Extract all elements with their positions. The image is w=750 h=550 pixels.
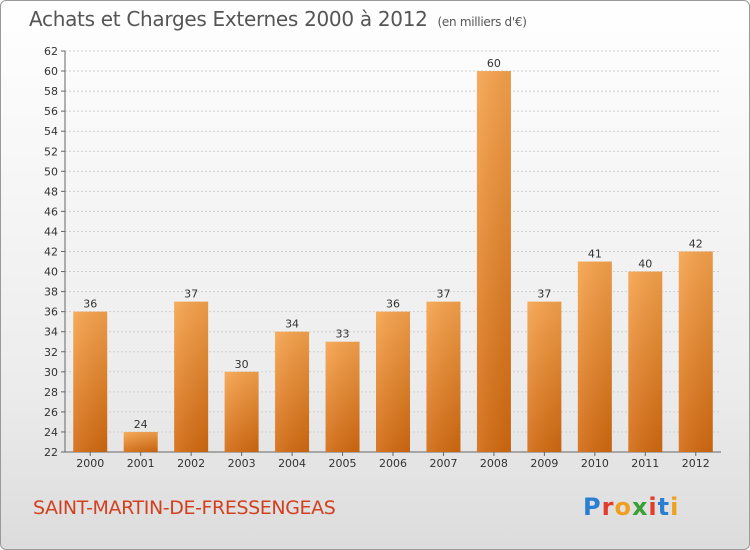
x-tick-label: 2000 — [76, 457, 104, 470]
bar-shade — [123, 431, 158, 452]
y-tick-label: 60 — [44, 65, 58, 78]
y-tick-label: 40 — [44, 266, 58, 279]
bar-shade — [577, 261, 612, 452]
bar-shade — [426, 301, 461, 452]
bar-value-label: 36 — [386, 298, 400, 311]
x-tick-label: 2009 — [530, 457, 558, 470]
x-tick-label: 2008 — [480, 457, 508, 470]
bar-shade — [628, 271, 663, 452]
chart-title-text: Achats et Charges Externes 2000 à 2012 — [29, 7, 428, 31]
y-tick-label: 28 — [44, 386, 58, 399]
bar-shade — [224, 371, 259, 452]
bar-shade — [678, 251, 713, 452]
y-tick-label: 54 — [44, 125, 58, 138]
x-axis-labels: 2000 2001 2002 2003 2004 2005 2006 2007 2008 2009… — [76, 452, 710, 470]
bar-shade — [174, 301, 209, 452]
bar-shade — [325, 341, 360, 452]
bar-shade — [275, 331, 310, 452]
bar-value-label: 34 — [285, 318, 299, 331]
y-tick-label: 26 — [44, 406, 58, 419]
bars: 36 24 37 30 34 33 36 37 60 37 41 40 42 — [73, 57, 713, 453]
y-tick-label: 46 — [44, 205, 58, 218]
proxiti-logo[interactable]: Proxiti — [583, 493, 680, 521]
bar-value-label: 37 — [184, 288, 198, 301]
commune-name: SAINT-MARTIN-DE-FRESSENGEAS — [33, 497, 336, 519]
bar-shade — [527, 301, 562, 452]
y-tick-label: 24 — [44, 426, 58, 439]
y-tick-label: 50 — [44, 165, 58, 178]
y-tick-label: 52 — [44, 145, 58, 158]
y-tick-label: 58 — [44, 85, 58, 98]
bar-value-label: 60 — [487, 57, 501, 70]
x-tick-label: 2005 — [329, 457, 357, 470]
bar-value-label: 37 — [436, 288, 450, 301]
bar-shade — [476, 71, 511, 453]
y-tick-label: 62 — [44, 45, 58, 58]
y-tick-label: 22 — [44, 446, 58, 459]
y-tick-label: 48 — [44, 185, 58, 198]
y-tick-label: 42 — [44, 246, 58, 259]
x-tick-label: 2011 — [631, 457, 659, 470]
bar-value-label: 36 — [83, 298, 97, 311]
y-tick-label: 30 — [44, 366, 58, 379]
x-tick-label: 2004 — [278, 457, 306, 470]
x-tick-label: 2003 — [228, 457, 256, 470]
x-tick-label: 2002 — [177, 457, 205, 470]
bar-value-label: 40 — [638, 258, 652, 271]
chart-unit: (en milliers d'€) — [437, 15, 527, 29]
y-tick-label: 56 — [44, 105, 58, 118]
y-axis: 22 24 26 28 30 32 34 36 38 40 42 44 46 48 50 52 54 56 58 60… — [44, 45, 721, 459]
x-tick-label: 2012 — [682, 457, 710, 470]
bar-value-label: 24 — [134, 418, 148, 431]
y-tick-label: 32 — [44, 346, 58, 359]
x-tick-label: 2001 — [127, 457, 155, 470]
y-tick-label: 34 — [44, 326, 58, 339]
x-tick-label: 2007 — [429, 457, 457, 470]
bar-value-label: 33 — [336, 328, 350, 341]
bar-value-label: 41 — [588, 248, 602, 261]
bar-value-label: 42 — [689, 238, 703, 251]
y-tick-label: 38 — [44, 286, 58, 299]
bar-value-label: 30 — [235, 358, 249, 371]
x-tick-label: 2010 — [581, 457, 609, 470]
y-tick-label: 36 — [44, 306, 58, 319]
x-tick-label: 2006 — [379, 457, 407, 470]
bar-shade — [376, 311, 410, 452]
bar-value-label: 37 — [537, 288, 551, 301]
bar-shade — [73, 311, 108, 452]
y-tick-label: 44 — [44, 225, 58, 238]
chart-title: Achats et Charges Externes 2000 à 2012 (e… — [29, 7, 527, 31]
